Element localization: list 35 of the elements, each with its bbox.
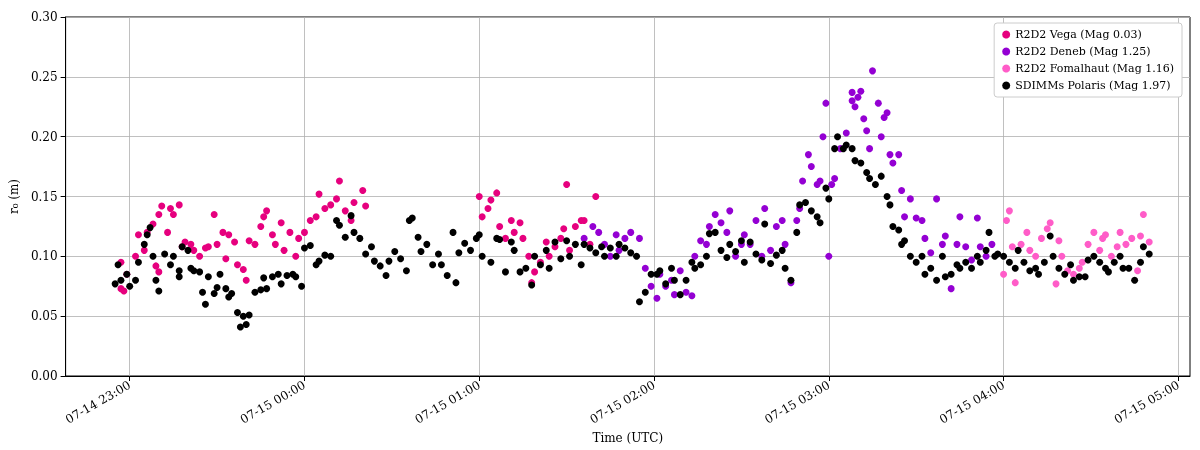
point: [1113, 243, 1121, 251]
point: [1055, 237, 1063, 245]
legend-label: R2D2 Deneb (Mag 1.25): [1015, 45, 1151, 58]
y-tick-label: 0.20: [30, 129, 58, 144]
point: [1139, 210, 1147, 218]
point: [1023, 228, 1031, 236]
point: [1043, 225, 1051, 233]
legend-label: R2D2 Vega (Mag 0.03): [1015, 28, 1142, 41]
point: [1116, 228, 1124, 236]
point: [1145, 238, 1153, 246]
y-tick-label: 0.15: [30, 189, 58, 204]
point: [1017, 240, 1025, 248]
point: [1078, 258, 1086, 266]
point: [1037, 234, 1045, 242]
point: [1128, 234, 1136, 242]
x-axis-title: Time (UTC): [592, 431, 664, 446]
y-tick-label: 0.05: [30, 309, 58, 324]
point: [1136, 232, 1144, 240]
y-tick-label: 0.00: [30, 369, 58, 383]
point: [1090, 228, 1098, 236]
y-tick-label: 0.10: [30, 249, 58, 264]
legend-label: R2D2 Fomalhaut (Mag 1.16): [1015, 62, 1175, 75]
legend-label: SDIMMs Polaris (Mag 1.97): [1015, 79, 1171, 92]
point: [1005, 207, 1013, 215]
point: [1046, 219, 1054, 227]
y-axis-title: r₀ (m): [7, 178, 21, 215]
point: [1107, 252, 1115, 260]
point: [1032, 252, 1040, 260]
point: [1075, 264, 1083, 272]
point: [1122, 240, 1130, 248]
point: [1008, 243, 1016, 251]
y-tick-label: 0.25: [30, 69, 58, 84]
point: [1026, 246, 1034, 254]
point: [1084, 240, 1092, 248]
y-tick-label: 0.30: [30, 10, 58, 24]
